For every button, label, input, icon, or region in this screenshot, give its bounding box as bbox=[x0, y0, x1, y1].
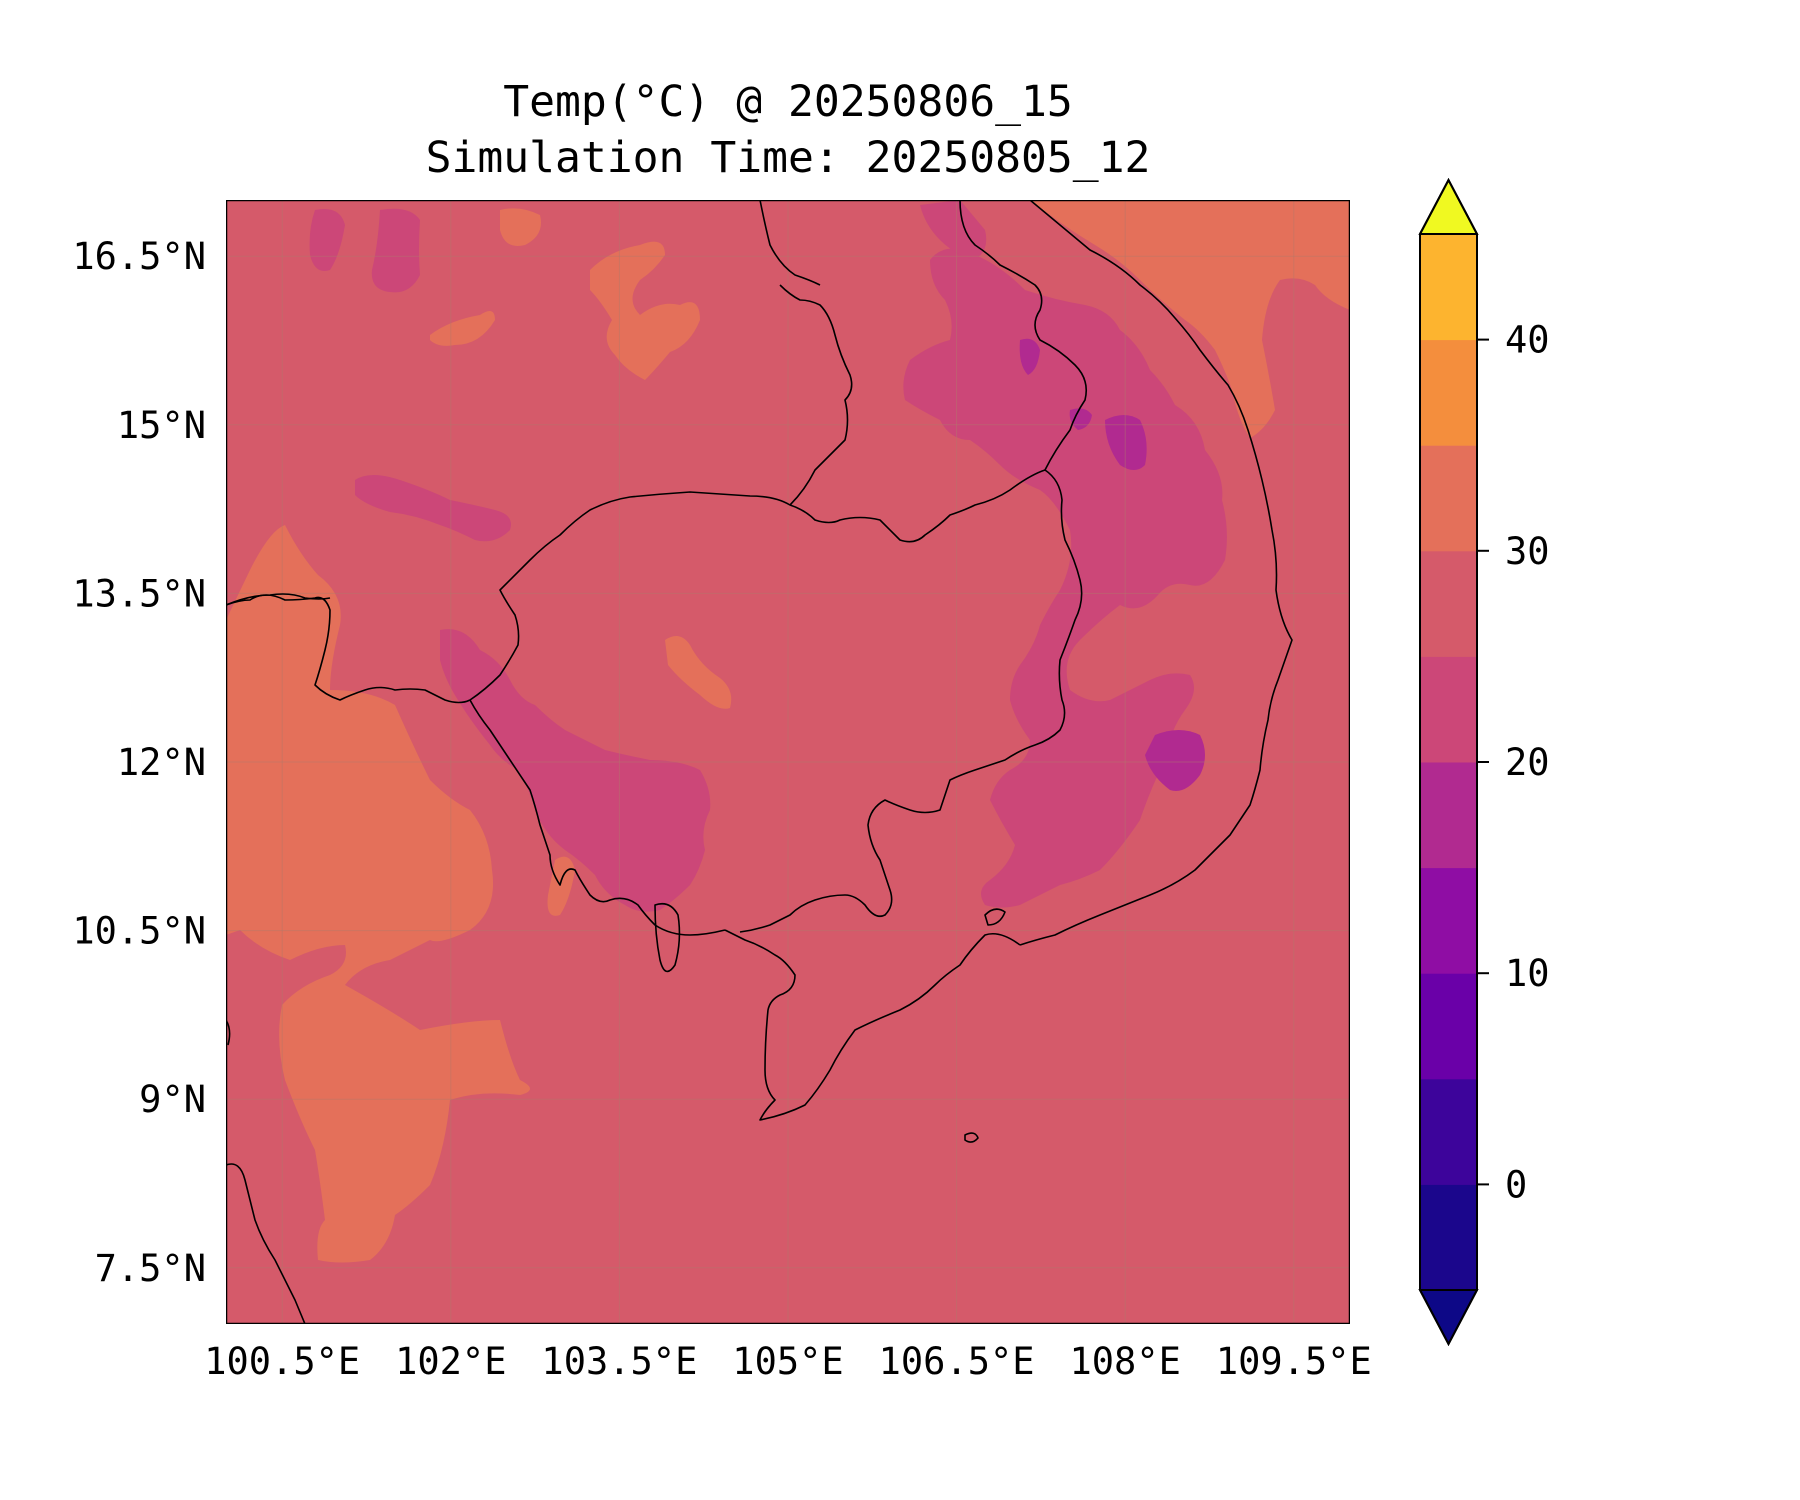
colorbar-segment bbox=[1420, 550, 1477, 657]
colorbar-segment bbox=[1420, 973, 1477, 1080]
colorbar-tick-label: 40 bbox=[1505, 319, 1550, 362]
x-tick-label: 102°E bbox=[395, 1340, 506, 1383]
y-tick-label: 9°N bbox=[139, 1078, 206, 1121]
thai-myanmar-border bbox=[226, 593, 331, 606]
vietnam-southern-island bbox=[964, 1132, 979, 1143]
gridlines bbox=[226, 200, 1350, 1324]
y-axis-ticks: 16.5°N 15°N 13.5°N 12°N 10.5°N 9°N 7.5°N bbox=[72, 235, 206, 1290]
temperature-region-warm-north-patch1 bbox=[590, 241, 700, 380]
temperature-region-warm-gulf bbox=[226, 525, 530, 1263]
x-tick-label: 108°E bbox=[1070, 1340, 1181, 1383]
colorbar-segment bbox=[1420, 1078, 1477, 1185]
colorbar-segment bbox=[1420, 234, 1477, 341]
colorbar-segment bbox=[1420, 339, 1477, 446]
y-tick-label: 12°N bbox=[117, 741, 206, 784]
thailand-coastline bbox=[226, 594, 471, 704]
y-tick-label: 16.5°N bbox=[72, 235, 206, 278]
map-title-line2: Simulation Time: 20250805_12 bbox=[426, 133, 1151, 183]
temperature-region-cool-north1 bbox=[309, 209, 345, 271]
temperature-region-cold-highlands4 bbox=[1069, 408, 1092, 430]
phu-quoc-island bbox=[654, 902, 681, 973]
x-tick-label: 100.5°E bbox=[204, 1340, 360, 1383]
temperature-region-cool-vietnam-highlands bbox=[903, 248, 1227, 908]
colorbar-tick-label: 30 bbox=[1505, 530, 1550, 573]
x-tick-label: 105°E bbox=[732, 1340, 843, 1383]
vietnam-east-coastline bbox=[1019, 200, 1293, 946]
colorbar-segment bbox=[1420, 867, 1477, 974]
colorbar-segment bbox=[1420, 656, 1477, 763]
temperature-region-cool-lake bbox=[355, 475, 511, 542]
y-tick-label: 15°N bbox=[117, 404, 206, 447]
colorbar: 0 10 20 30 40 bbox=[1418, 177, 1550, 1347]
temperature-region-cool-north-strip bbox=[920, 200, 987, 260]
thai-border-north bbox=[759, 200, 821, 286]
islands-near-delta bbox=[984, 908, 1006, 926]
colorbar-segment bbox=[1420, 762, 1477, 869]
x-tick-label: 103.5°E bbox=[541, 1340, 697, 1383]
colorbar-outline bbox=[1419, 177, 1478, 1347]
colorbar-extend-min bbox=[1418, 1289, 1479, 1347]
temperature-region-cold-highlands2 bbox=[1145, 730, 1205, 791]
laos-vietnam-border bbox=[959, 200, 1088, 471]
y-tick-label: 10.5°N bbox=[72, 910, 206, 953]
map-area bbox=[226, 200, 1350, 1324]
map-title-line1: Temp(°C) @ 20250806_15 bbox=[503, 77, 1073, 127]
temperature-region-warm-coast-patch bbox=[547, 856, 575, 916]
x-tick-label: 106.5°E bbox=[879, 1340, 1035, 1383]
y-tick-label: 7.5°N bbox=[95, 1247, 206, 1290]
temperature-region-cold-highlands3 bbox=[1019, 338, 1040, 375]
temperature-region-warm-north-patch2 bbox=[500, 208, 541, 246]
temperature-region-warm-northeast bbox=[1030, 200, 1350, 438]
colorbar-tick-label: 20 bbox=[1505, 741, 1550, 784]
colorbar-tick-label: 10 bbox=[1505, 952, 1550, 995]
temperature-region-cold-highlands1 bbox=[1105, 415, 1147, 470]
colorbar-segment bbox=[1420, 445, 1477, 552]
temperature-region-warm-north-patch3 bbox=[430, 311, 495, 346]
colorbar-tick-label: 0 bbox=[1505, 1163, 1527, 1206]
colorbar-extend-max bbox=[1418, 177, 1479, 235]
laos-cambodia-border bbox=[779, 284, 853, 506]
cambodia-coastline bbox=[469, 699, 726, 936]
temperature-region-warm-cambodia-patch bbox=[665, 636, 732, 709]
x-tick-label: 109.5°E bbox=[1216, 1340, 1372, 1383]
cambodia-northern-border bbox=[469, 469, 1083, 933]
mekong-delta-coastline bbox=[724, 929, 1021, 1121]
coastlines-and-borders bbox=[226, 200, 1293, 1324]
y-tick-label: 13.5°N bbox=[72, 572, 206, 615]
west-coast-fragment bbox=[226, 1163, 306, 1324]
x-axis-ticks: 100.5°E 102°E 103.5°E 105°E 106.5°E 108°E 109.… bbox=[204, 1340, 1372, 1383]
colorbar-segment bbox=[1420, 1184, 1477, 1291]
temperature-region-cool-cambodia-west bbox=[440, 629, 711, 912]
temperature-region-cool-north2 bbox=[371, 208, 420, 293]
